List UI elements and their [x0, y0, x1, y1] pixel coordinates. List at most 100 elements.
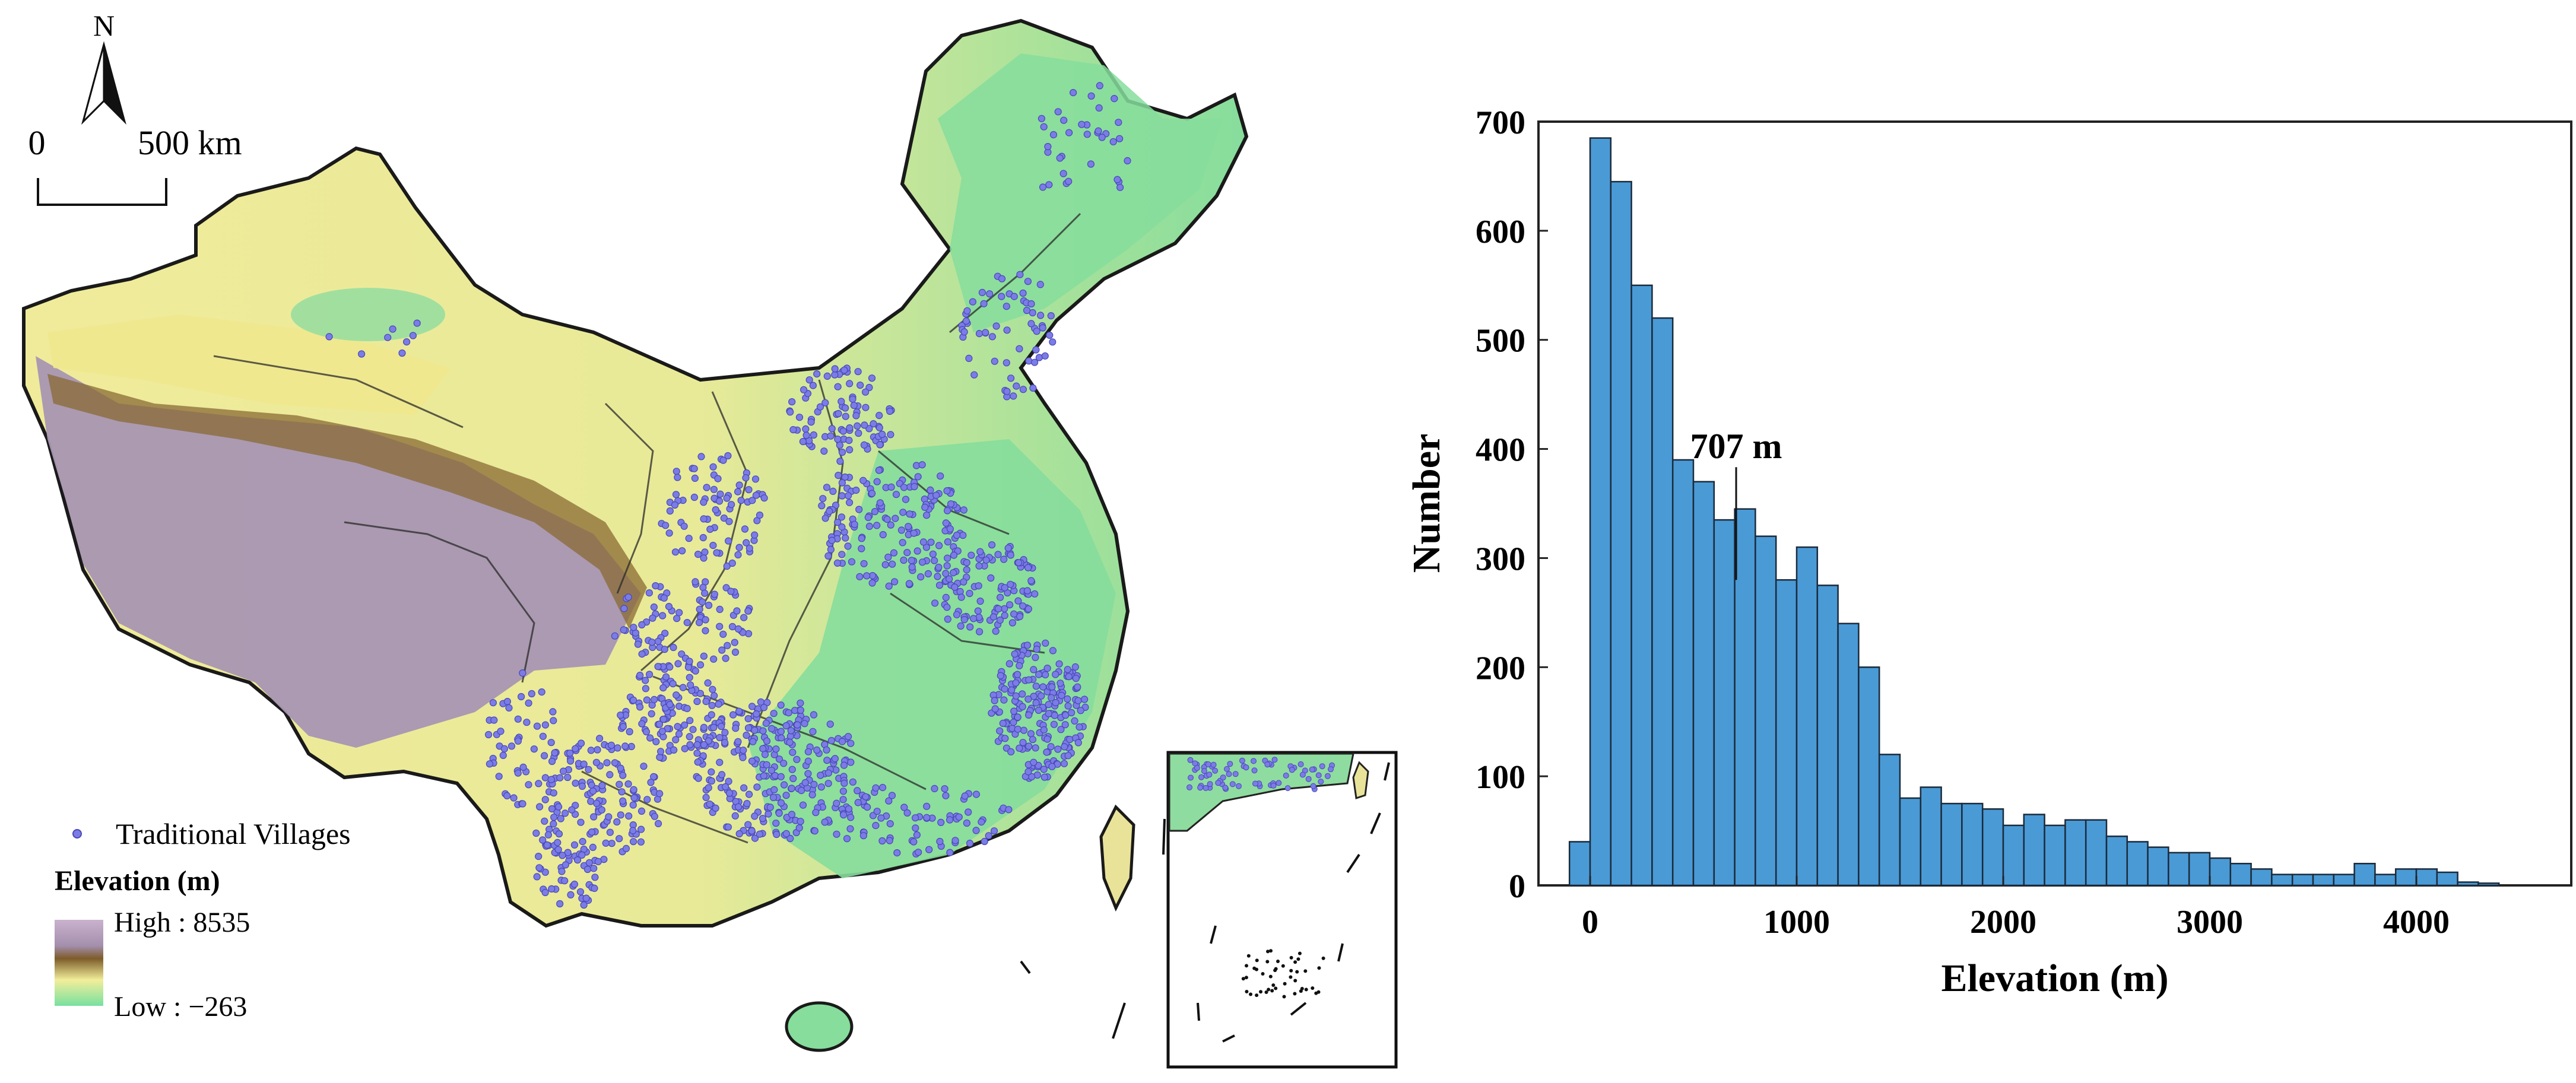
histogram-bar — [1899, 797, 1922, 887]
village-point — [716, 623, 724, 630]
inset-island — [1274, 986, 1278, 990]
village-point — [564, 773, 572, 782]
village-point — [890, 549, 898, 557]
village-point — [634, 640, 642, 648]
village-point — [807, 418, 815, 426]
village-point — [953, 531, 961, 539]
village-point — [642, 677, 649, 684]
village-point — [666, 507, 674, 515]
village-point — [1060, 760, 1068, 767]
village-point — [716, 605, 724, 614]
inset-island — [1281, 964, 1285, 968]
village-point — [1032, 699, 1040, 707]
village-point — [582, 894, 590, 902]
village-point — [795, 824, 803, 832]
village-point — [748, 757, 756, 765]
x-axis-label: Elevation (m) — [1941, 957, 2168, 1000]
village-point — [1025, 676, 1033, 684]
village-point — [859, 832, 868, 840]
village-point — [617, 764, 624, 772]
village-point — [725, 789, 734, 797]
village-point — [827, 736, 836, 745]
inset-island — [1255, 993, 1259, 998]
dzungaria-basin — [291, 288, 445, 341]
village-point — [1014, 713, 1021, 721]
village-point — [710, 485, 718, 493]
village-point — [865, 522, 874, 531]
village-point — [788, 811, 796, 818]
village-point — [893, 849, 901, 857]
village-point — [845, 498, 854, 506]
village-point — [751, 475, 760, 483]
village-point — [931, 785, 938, 793]
village-point — [988, 333, 997, 341]
village-point — [696, 605, 703, 613]
village-point — [402, 338, 411, 346]
village-point — [1003, 388, 1011, 395]
village-point — [679, 684, 687, 691]
village-point — [539, 836, 547, 844]
inset-village-point — [1201, 768, 1207, 774]
histogram-bar — [1589, 137, 1612, 887]
village-point — [702, 627, 709, 634]
village-point — [659, 612, 667, 620]
village-point — [1024, 605, 1033, 613]
village-point — [712, 506, 719, 514]
inset-village-point — [1215, 780, 1222, 786]
village-point — [503, 792, 511, 800]
village-point — [719, 630, 727, 638]
village-point — [748, 497, 756, 504]
village-point — [883, 515, 891, 523]
histogram-bar — [1630, 284, 1653, 887]
village-point — [1024, 564, 1032, 571]
village-point — [696, 661, 705, 669]
village-point — [922, 512, 931, 519]
village-point — [780, 760, 788, 767]
village-point — [743, 799, 751, 808]
village-point — [986, 290, 994, 298]
inset-island — [1274, 967, 1278, 971]
histogram-bar — [2126, 841, 2149, 887]
village-point — [740, 747, 747, 754]
histogram-bar — [1755, 535, 1777, 887]
village-point — [551, 749, 559, 757]
village-point — [708, 711, 715, 719]
x-tick-label: 3000 — [2177, 904, 2243, 941]
village-point — [683, 704, 691, 713]
village-point — [838, 551, 846, 558]
village-point — [770, 710, 778, 717]
village-point — [821, 818, 829, 826]
village-point — [1042, 639, 1049, 647]
village-point — [838, 523, 846, 531]
village-point — [744, 821, 752, 828]
south-china-sea-inset — [1166, 751, 1398, 1069]
village-point — [1045, 181, 1053, 189]
village-point — [1010, 707, 1018, 715]
village-point — [1035, 671, 1043, 678]
village-point — [991, 705, 999, 713]
village-point — [797, 706, 805, 714]
histogram-bar — [1940, 802, 1963, 887]
village-point — [1087, 92, 1095, 100]
village-point — [620, 626, 627, 634]
village-point — [1124, 157, 1131, 164]
village-point — [868, 579, 876, 587]
village-point — [650, 603, 658, 611]
inset-island — [1269, 949, 1273, 953]
village-point — [735, 707, 743, 715]
village-point — [942, 519, 950, 527]
village-point — [873, 478, 881, 485]
village-point — [902, 496, 910, 503]
village-point — [594, 746, 601, 754]
histogram-bar — [1981, 808, 2004, 887]
village-point — [1001, 584, 1008, 592]
village-point — [643, 796, 651, 803]
village-point — [835, 471, 842, 479]
village-point — [1076, 723, 1083, 731]
village-point — [1007, 580, 1014, 588]
village-point — [862, 404, 870, 411]
village-point — [887, 521, 894, 529]
village-point — [718, 771, 726, 779]
village-point — [876, 441, 884, 449]
village-point — [1046, 331, 1054, 339]
